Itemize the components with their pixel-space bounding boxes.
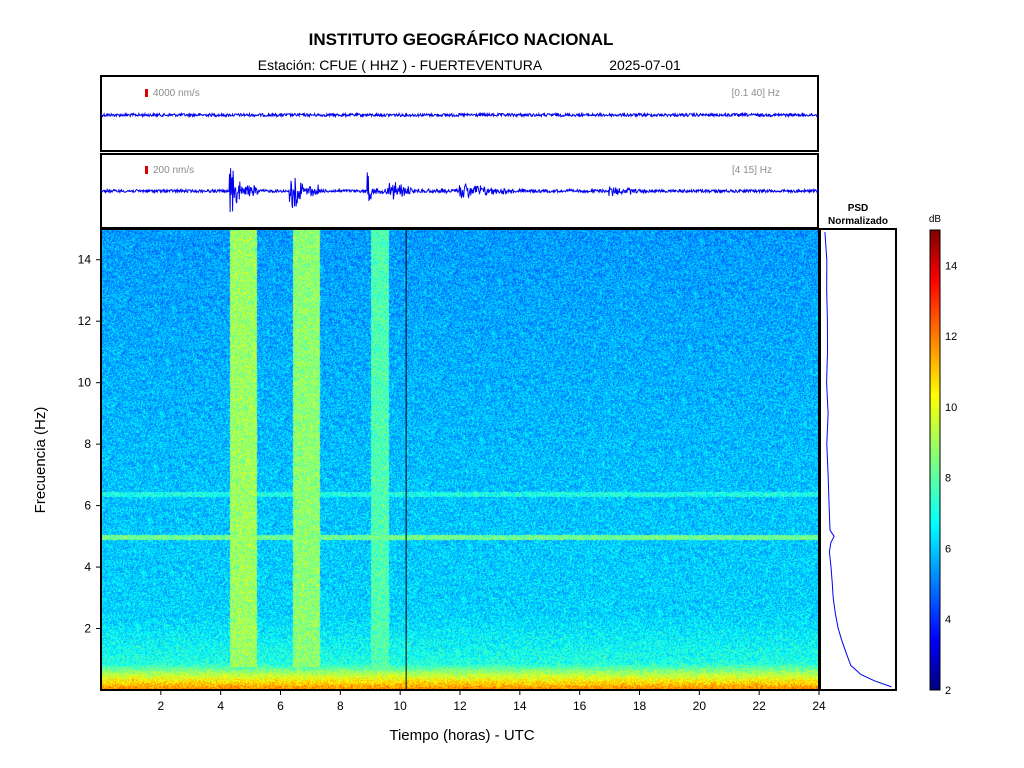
filter-label: [4 15] Hz (732, 165, 772, 176)
x-tick-label: 22 (752, 699, 766, 713)
x-axis-label: Tiempo (horas) - UTC (389, 727, 534, 744)
psd-subtitle: Normalizado (828, 216, 888, 227)
colorbar-tick-label: 6 (945, 543, 951, 555)
x-tick-label: 10 (393, 699, 407, 713)
x-tick-label: 16 (573, 699, 587, 713)
x-tick-label: 2 (157, 699, 164, 713)
x-tick-label: 6 (277, 699, 284, 713)
y-tick-label: 12 (78, 314, 92, 328)
psd-title: PSD (848, 203, 869, 214)
y-tick-label: 2 (84, 622, 91, 636)
figure-title: INSTITUTO GEOGRÁFICO NACIONAL (309, 30, 614, 49)
y-tick-label: 8 (84, 437, 91, 451)
colorbar-tick-label: 8 (945, 473, 951, 485)
trace-panel-filtered: 200 nm/s [4 15] Hz (100, 153, 819, 229)
colorbar-tick-label: 2 (945, 685, 951, 697)
psd-panel: PSD Normalizado (819, 203, 897, 691)
x-tick-label: 8 (337, 699, 344, 713)
y-tick-label: 6 (84, 499, 91, 513)
colorbar: dB 2 4 6 8 10 12 14 (929, 214, 957, 697)
y-tick-label: 10 (78, 376, 92, 390)
colorbar-ticks: 2 4 6 8 10 12 14 (945, 260, 957, 697)
psd-frame (819, 228, 897, 691)
colorbar-tick-label: 14 (945, 260, 957, 272)
scale-marker (145, 166, 148, 174)
x-tick-label: 12 (453, 699, 467, 713)
colorbar-gradient (929, 229, 941, 691)
x-tick-label: 4 (217, 699, 224, 713)
spectrogram-image (101, 229, 819, 691)
x-tick-label: 18 (633, 699, 647, 713)
psd-curve (824, 232, 892, 688)
x-axis: 2 4 6 8 10 12 14 16 18 20 22 24 (157, 690, 826, 713)
colorbar-tick-label: 4 (945, 614, 951, 626)
station-label: Estación: CFUE ( HHZ ) - FUERTEVENTURA (258, 57, 543, 73)
y-tick-label: 4 (84, 560, 91, 574)
y-axis: 2 4 6 8 10 12 14 (78, 253, 101, 636)
colorbar-tick-label: 12 (945, 331, 957, 343)
filtered-trace (100, 168, 819, 213)
scale-label: 200 nm/s (153, 165, 194, 176)
trace-panel-broadband: 4000 nm/s [0.1 40] Hz (100, 75, 819, 152)
x-tick-label: 20 (693, 699, 707, 713)
y-axis-label: Frecuencia (Hz) (32, 407, 49, 514)
x-tick-label: 14 (513, 699, 527, 713)
x-tick-label: 24 (812, 699, 826, 713)
filter-label: [0.1 40] Hz (732, 88, 780, 99)
broadband-trace (100, 111, 818, 119)
y-tick-label: 14 (78, 253, 92, 267)
scale-marker (145, 89, 148, 97)
colorbar-tick-label: 10 (945, 402, 957, 414)
date-label: 2025-07-01 (609, 57, 681, 73)
colorbar-units: dB (929, 214, 942, 225)
scale-label: 4000 nm/s (153, 88, 200, 99)
